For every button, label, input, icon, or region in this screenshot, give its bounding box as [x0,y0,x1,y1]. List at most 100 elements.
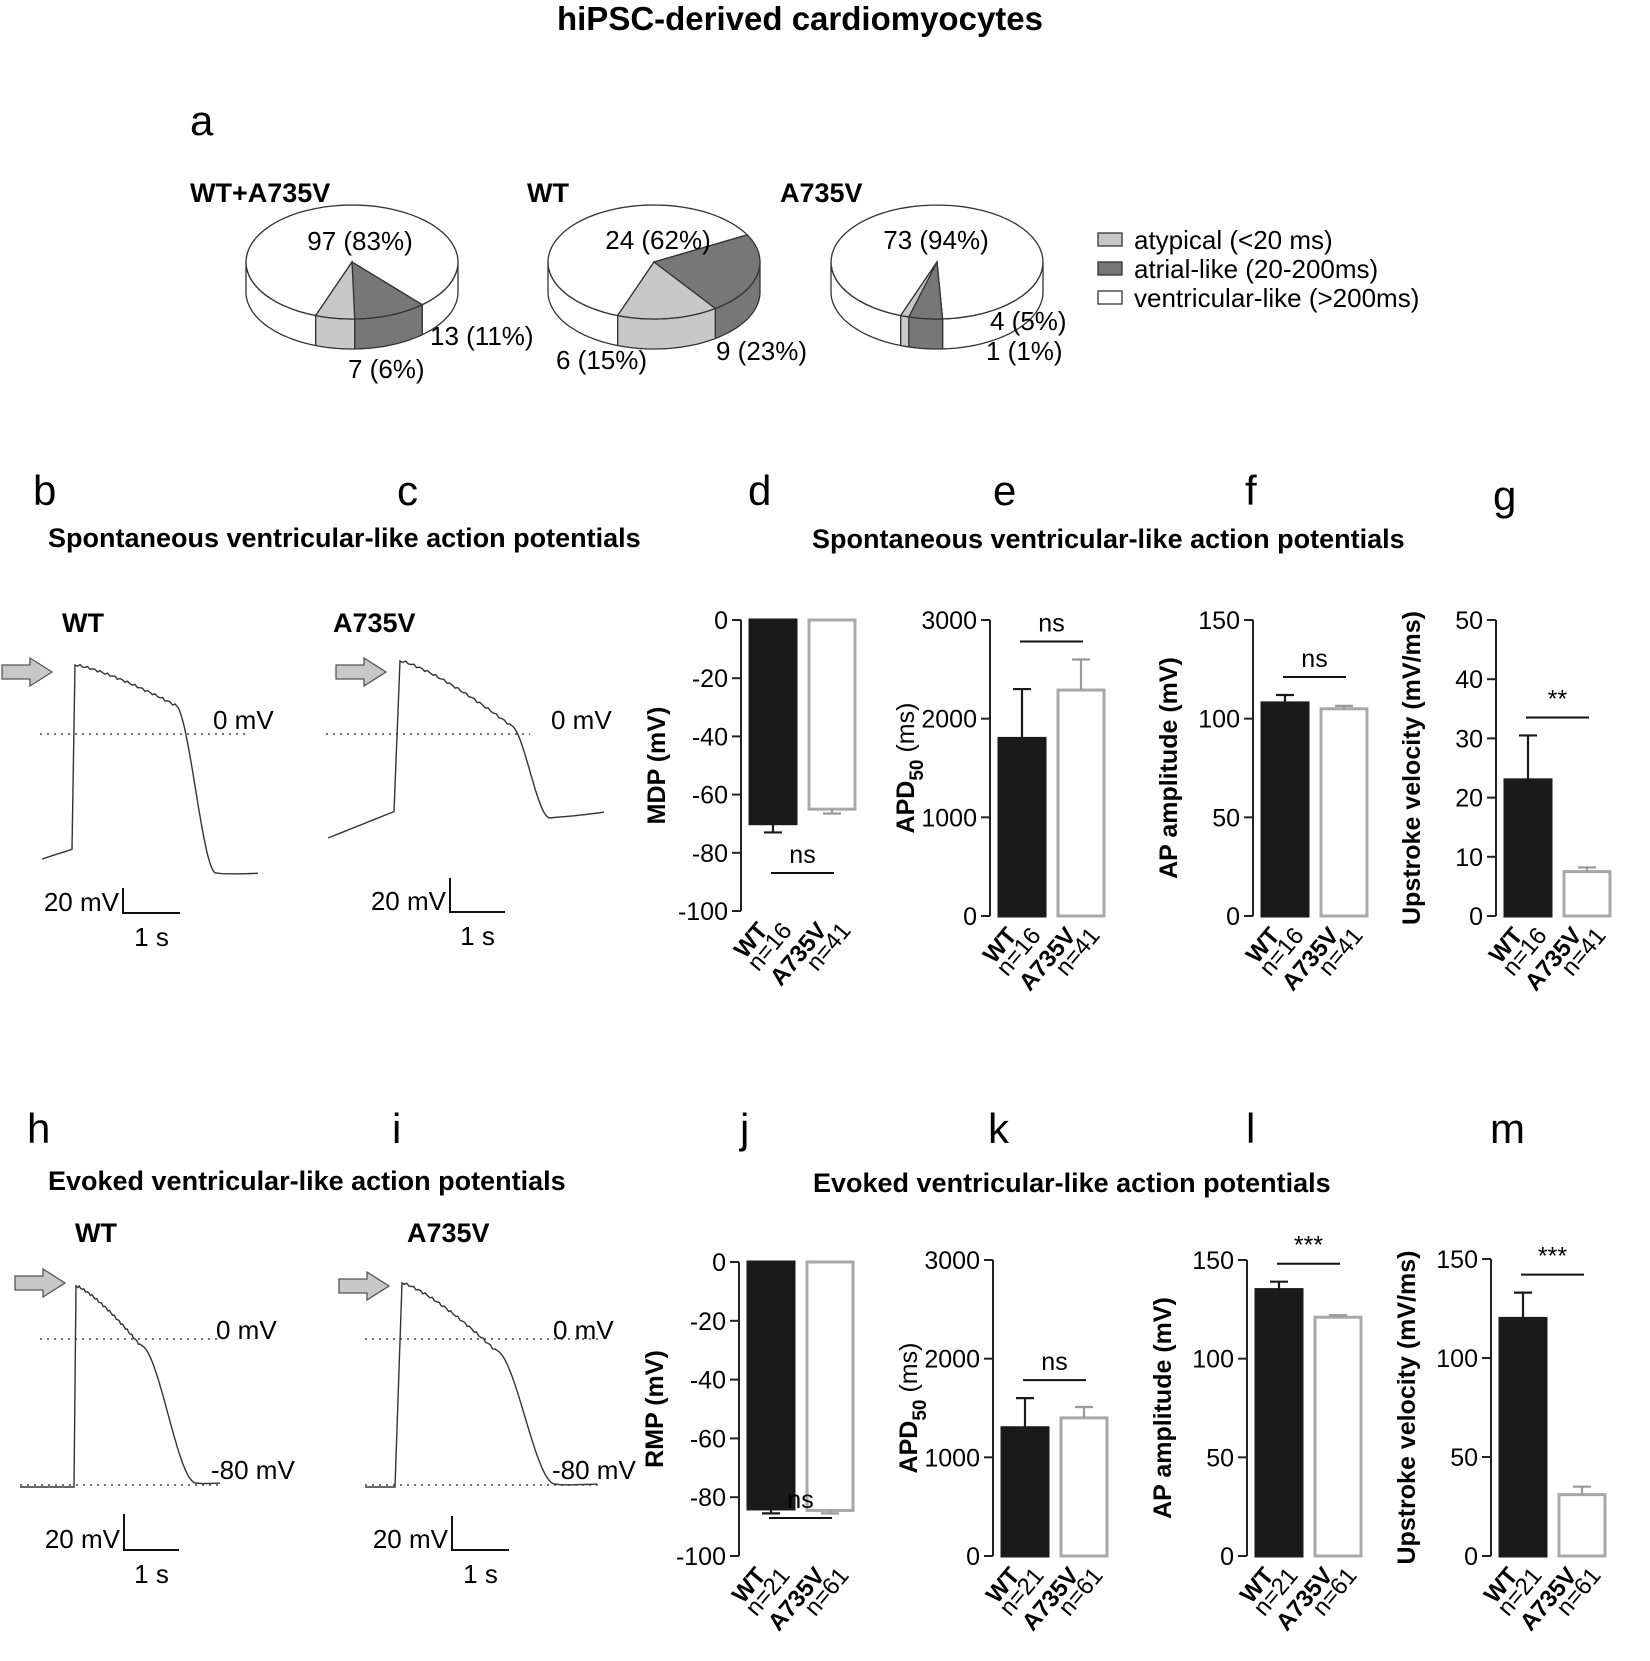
y-tick-label: 100 [1436,1345,1478,1373]
zero-mv-label: 0 mV [551,705,612,735]
pie-slice-3 [314,260,356,320]
legend-label-2: atrial-like (20-200ms) [1134,254,1378,284]
significance-label: ns [789,841,815,869]
bar-WT [748,618,798,826]
pie-slice-1 [547,204,749,317]
bar-WT [1503,778,1553,918]
trace-genotype-label: WT [62,608,104,638]
section-title-evoked-traces: Evoked ventricular-like action potential… [48,1166,566,1196]
y-tick-label: 50 [1206,1444,1234,1472]
panel-letter-j: j [738,1105,749,1152]
pie-chart-1: WT+A735V 97 (83%) 13 (11%)7 (6%) [190,178,534,384]
bar-A735V [1557,1493,1607,1558]
scale-bar-voltage-label: 20 mV [45,1524,121,1554]
bar-A735V [1562,870,1612,918]
y-tick-label: 150 [1192,1247,1234,1275]
pie-title: A735V [780,178,863,208]
pie-slice-1 [245,204,459,317]
y-tick-label: 0 [1469,903,1483,931]
y-axis-label: AP amplitude (mV) [1149,1297,1177,1519]
y-tick-label: -60 [690,1425,726,1453]
scale-bar-time-label: 1 s [134,1559,169,1589]
ap-trace-panel-i: A735V 0 mV -80 mV 20 mV 1 s [338,1218,636,1589]
y-axis-label: AP amplitude (mV) [1155,657,1183,879]
panel-letter-m: m [1490,1105,1525,1152]
pie-chart-2: WT 24 (62%) 9 (23%) 6 (15%) [527,178,807,375]
y-tick-label: 100 [1192,1346,1234,1374]
pie-side-3 [315,314,356,350]
pie-slice-label-3: 7 (6%) [348,354,425,384]
panel-letter-b: b [33,467,56,514]
pie-slice-label-3: 6 (15%) [556,345,647,375]
significance-label: ns [1038,609,1064,637]
pie-slice-label-2: 9 (23%) [716,336,807,366]
stimulus-arrow-icon [1,656,54,688]
scale-bar-time-label: 1 s [134,922,169,952]
zero-mv-label: 0 mV [553,1315,614,1345]
pie-slice-label-1: 73 (94%) [883,225,989,255]
pie-slice-label-1: 97 (83%) [307,226,413,256]
y-tick-label: 2000 [924,1346,980,1374]
panel-letter-a: a [190,97,214,144]
pie-slice-2 [652,234,761,310]
bar-WT [997,736,1047,918]
panel-letter-l: l [1246,1105,1255,1152]
y-axis-label: MDP (mV) [643,707,671,825]
ap-trace-panel-b: WT 0 mV 20 mV 1 s [1,608,274,952]
y-tick-label: 150 [1436,1246,1478,1274]
pie-slice-label-1: 24 (62%) [605,225,711,255]
y-tick-label: 30 [1455,725,1483,753]
significance-label: ** [1548,685,1568,713]
y-axis-label: APD50 (ms) [892,703,928,834]
section-title-evoked-bars: Evoked ventricular-like action potential… [813,1168,1331,1198]
significance-label: ns [1301,645,1327,673]
y-tick-label: 0 [1226,903,1240,931]
y-tick-label: 1000 [921,804,977,832]
zero-mv-label: 0 mV [213,705,274,735]
bar-WT [1000,1426,1050,1558]
y-axis-label: RMP (mV) [641,1350,669,1468]
y-tick-label: 100 [1198,706,1240,734]
bar-A735V [805,1260,855,1512]
action-potential-trace [327,659,605,839]
y-tick-label: -20 [692,665,728,693]
pie-slice-3 [616,261,717,320]
bar-A735V [1313,1315,1363,1558]
scale-bar-time-label: 1 s [463,1559,498,1589]
y-tick-label: 2000 [921,706,977,734]
pie-slice-label-3: 1 (1%) [986,336,1063,366]
y-tick-label: 1000 [924,1444,980,1472]
y-axis-label: Upstroke velocity (mV/ms) [1393,1251,1421,1565]
trace-genotype-label: WT [75,1218,117,1248]
legend-swatch-3 [1097,290,1123,305]
legend-swatch-2 [1097,261,1123,276]
pie-slice-label-2: 13 (11%) [430,321,534,351]
action-potential-trace [20,1284,221,1488]
y-axis-label: Upstroke velocity (mV/ms) [1398,611,1426,925]
bar-A735V [1059,1416,1109,1558]
legend-swatch-1 [1097,232,1123,247]
y-tick-label: 10 [1455,844,1483,872]
ap-trace-panel-h: WT 0 mV -80 mV 20 mV 1 s [14,1218,295,1589]
scale-bar-voltage-label: 20 mV [371,886,447,916]
rest-mv-label: -80 mV [552,1455,636,1485]
panel-letter-i: i [392,1105,401,1152]
action-potential-trace [41,663,259,875]
section-title-spontaneous-traces: Spontaneous ventricular-like action pote… [48,523,641,553]
y-tick-label: -100 [676,1543,726,1571]
y-tick-label: 20 [1455,785,1483,813]
significance-label: ns [787,1486,813,1514]
y-tick-label: -80 [692,840,728,868]
scale-bar-voltage-label: 20 mV [44,887,120,917]
panel-letter-f: f [1245,467,1257,514]
y-tick-label: 0 [1464,1543,1478,1571]
section-title-spontaneous-bars: Spontaneous ventricular-like action pote… [812,524,1405,554]
scale-bar-time-label: 1 s [460,921,495,951]
y-tick-label: 150 [1198,607,1240,635]
y-tick-label: 0 [712,1249,726,1277]
trace-genotype-label: A735V [407,1218,490,1248]
scale-bar [123,1514,179,1551]
figure-title: hiPSC-derived cardiomyocytes [557,0,1043,37]
